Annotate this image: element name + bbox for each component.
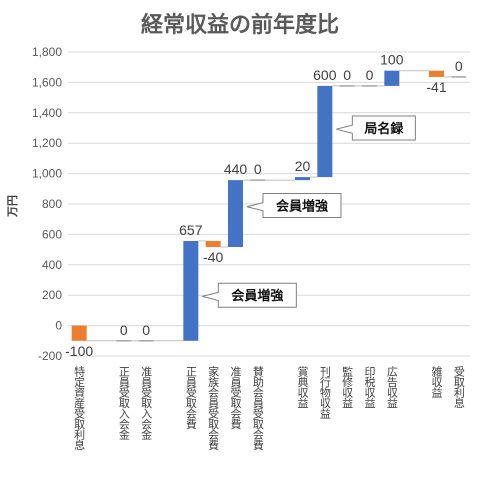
category-label: 賛助会員受取会費 <box>251 365 264 451</box>
category-label: 正員受取会費 <box>184 366 197 429</box>
category-labels: 特定資産受取利息 正員受取入会金 准員受取入会金 正員受取会費 家族会員受取会費 准員受取… <box>73 365 466 451</box>
y-tick-label: 1,200 <box>32 136 62 150</box>
data-label: 0 <box>142 322 150 338</box>
bar <box>116 340 132 342</box>
bar <box>228 180 243 248</box>
data-label: 0 <box>343 67 351 83</box>
data-label: 440 <box>224 161 248 177</box>
bar <box>295 177 310 181</box>
y-tick-label: 600 <box>42 227 62 241</box>
connector-lines <box>86 70 452 342</box>
data-label: 0 <box>455 58 463 74</box>
category-label: 監修収益 <box>341 365 354 409</box>
callout-bubble <box>202 282 297 308</box>
category-label: 受取利息 <box>452 366 465 409</box>
category-label: 家族会員受取会費 <box>207 365 220 451</box>
category-label: 雑収益 <box>430 365 443 398</box>
data-label: -100 <box>65 343 93 359</box>
y-tick-label: 0 <box>55 319 62 333</box>
y-tick-label: 800 <box>42 197 62 211</box>
bar <box>183 240 199 341</box>
bar <box>317 85 333 178</box>
bar <box>429 70 444 77</box>
bars <box>71 70 467 342</box>
category-label: 賞典収益 <box>296 366 309 409</box>
data-label: -41 <box>426 79 446 95</box>
callout-box: 会員増強 <box>202 282 297 308</box>
data-label: 20 <box>295 158 311 174</box>
bar <box>138 340 154 342</box>
data-label: 0 <box>366 67 374 83</box>
callout-bubble <box>336 115 416 141</box>
bar <box>205 240 221 248</box>
callout-text: 局名録 <box>364 121 404 137</box>
category-label: 広告収益 <box>385 366 398 409</box>
callout-bubble <box>246 193 342 219</box>
bar <box>362 85 377 87</box>
y-tick-label: 1,600 <box>32 75 62 89</box>
data-label: -40 <box>203 249 223 265</box>
category-label: 特定資産受取利息 <box>73 365 86 451</box>
y-tick-label: 1,800 <box>32 45 62 59</box>
category-label: 正員受取入会金 <box>117 366 130 440</box>
category-label: 印税収益 <box>363 366 376 409</box>
bar <box>71 325 87 341</box>
y-tick-label: 1,000 <box>32 167 62 181</box>
data-label: 0 <box>120 322 128 338</box>
y-tick-label: 1,400 <box>32 106 62 120</box>
data-label: 600 <box>313 67 337 83</box>
callout-box: 局名録 <box>336 115 416 141</box>
category-label: 刊行物収益 <box>318 366 331 419</box>
callout-text: 会員増強 <box>231 288 283 304</box>
category-label: 准員受取会費 <box>229 366 242 430</box>
data-label: 100 <box>380 52 404 68</box>
y-axis-label: 万円 <box>6 195 19 218</box>
y-tick-label: 400 <box>42 258 62 272</box>
bar <box>384 70 400 86</box>
bar <box>250 179 266 181</box>
y-tick-label: 200 <box>42 288 62 302</box>
data-label: 657 <box>179 222 203 238</box>
chart-title: 経常収益の前年度比 <box>141 12 339 38</box>
y-tick-label: -200 <box>38 349 62 363</box>
y-tick-labels: -200 0 200 400 600 800 1,000 1,200 1,400 1,600 1,8… <box>32 45 62 363</box>
data-label: 0 <box>254 161 262 177</box>
bar <box>339 85 355 87</box>
callout-box: 会員増強 <box>246 193 342 219</box>
bar <box>451 76 467 78</box>
category-label: 准員受取入会金 <box>140 366 153 440</box>
callout-text: 会員増強 <box>276 199 328 215</box>
